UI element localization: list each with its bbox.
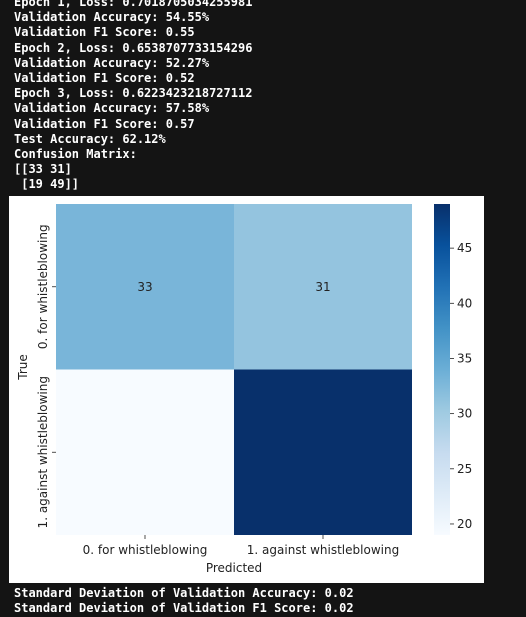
console-line: Validation F1 Score: 0.57 (14, 116, 195, 131)
console-line: Test Accuracy: 62.12% (14, 131, 166, 146)
cell-value-label: 33 (137, 280, 152, 294)
colorbar-tick-label: 40 (457, 296, 472, 310)
console-line: [19 49]] (14, 177, 80, 192)
console-line: Confusion Matrix: (14, 146, 137, 161)
console-output-top: Epoch 1, Loss: 0.7018705034255981 Validat… (14, 0, 252, 192)
y-tick-label: 1. against whistleblowing (36, 376, 50, 528)
heatmap-cell (234, 369, 412, 535)
cell-value-label: 31 (315, 280, 330, 294)
colorbar-tick-label: 25 (457, 462, 472, 476)
console-line: Validation F1 Score: 0.52 (14, 70, 195, 85)
console-output-bottom: Standard Deviation of Validation Accurac… (14, 586, 354, 616)
x-tick-label: 1. against whistleblowing (247, 543, 399, 557)
heatmap-cell (56, 204, 234, 370)
colorbar-tick-label: 35 (457, 351, 472, 365)
console-line: Validation Accuracy: 52.27% (14, 55, 210, 70)
console-line: Epoch 2, Loss: 0.6538707733154296 (14, 40, 253, 55)
console-line: Standard Deviation of Validation Accurac… (14, 586, 354, 600)
colorbar-tick-label: 45 (457, 241, 472, 255)
console-line: Validation Accuracy: 57.58% (14, 101, 210, 116)
colorbar-tick-label: 20 (457, 517, 472, 531)
x-tick-label: 0. for whistleblowing (83, 543, 208, 557)
console-line: Epoch 3, Loss: 0.6223423218727112 (14, 86, 253, 101)
colorbar-tick-label: 30 (457, 407, 472, 421)
colorbar (434, 204, 450, 535)
console-line: Validation Accuracy: 54.55% (14, 10, 210, 25)
confusion-matrix-figure: 33 31 0. for whistleblowing 1. against whi… (9, 196, 484, 583)
y-tick-label: 0. for whistleblowing (36, 224, 50, 349)
heatmap-cell (56, 369, 234, 535)
console-line: Validation F1 Score: 0.55 (14, 25, 195, 40)
confusion-matrix-heatmap: 33 31 0. for whistleblowing 1. against whi… (16, 204, 472, 575)
x-axis-label: Predicted (206, 561, 262, 575)
console-line: Epoch 1, Loss: 0.7018705034255981 (14, 0, 253, 9)
heatmap-cell (234, 204, 412, 370)
console-line: Standard Deviation of Validation F1 Scor… (14, 601, 354, 616)
y-axis-label: True (16, 354, 30, 381)
console-line: [[33 31] (14, 162, 72, 177)
